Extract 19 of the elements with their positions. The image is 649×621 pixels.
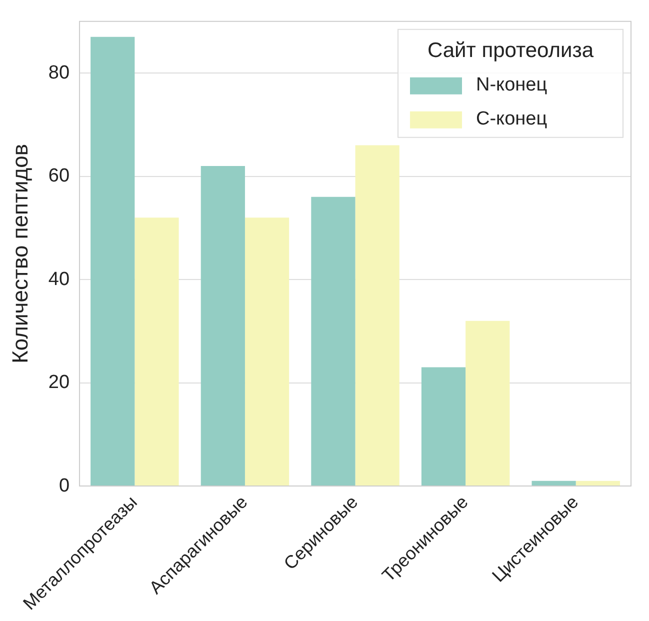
y-tick-label: 40 — [48, 268, 70, 290]
bar — [355, 145, 400, 486]
legend-label: N-конец — [476, 74, 548, 96]
bar — [90, 36, 135, 486]
y-axis-title: Количество пептидов — [7, 144, 32, 364]
bar — [311, 196, 356, 486]
legend-title: Сайт протеолиза — [427, 39, 594, 62]
bar — [200, 166, 245, 486]
bar — [134, 218, 179, 486]
y-tick-label: 0 — [58, 475, 70, 496]
bar — [421, 367, 466, 486]
bar — [244, 218, 290, 486]
legend-label: C-конец — [476, 108, 548, 130]
bar — [466, 320, 510, 486]
y-tick-label: 60 — [48, 166, 70, 187]
bar — [576, 480, 620, 486]
bar — [532, 480, 576, 486]
y-tick-label: 20 — [48, 372, 70, 394]
y-tick-label: 80 — [48, 62, 70, 84]
